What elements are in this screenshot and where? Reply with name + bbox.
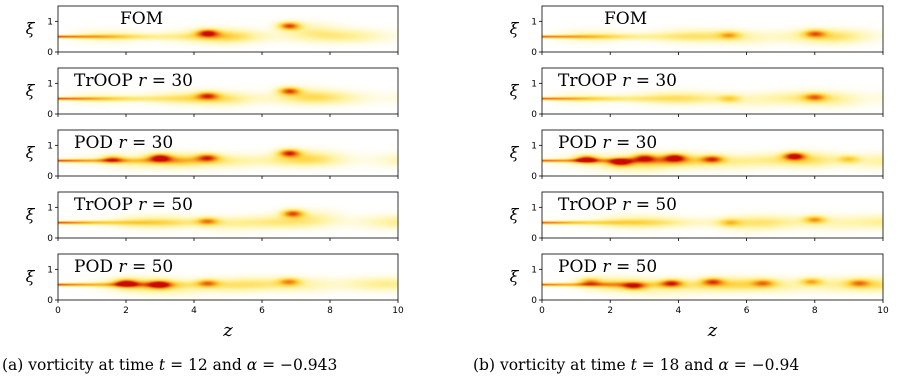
y-tick-label: 0 xyxy=(531,48,537,58)
vorticity-field xyxy=(542,130,883,176)
y-axis-label: ξ xyxy=(26,143,36,162)
vorticity-field xyxy=(58,192,398,238)
panel-b-4: 0 1 ξ TrOOP 𝑟 = 50 xyxy=(510,191,884,244)
y-tick-label: 0 xyxy=(47,48,53,58)
caption-b-time-value: = 18 xyxy=(641,356,680,374)
y-tick-label: 1 xyxy=(47,265,53,275)
y-tick-label: 1 xyxy=(47,141,53,151)
caption-b-prefix: (b) vorticity at time xyxy=(473,356,631,374)
x-tick-label: 4 xyxy=(676,306,682,316)
y-tick-label: 0 xyxy=(531,110,537,120)
y-tick-label: 1 xyxy=(531,203,537,213)
y-axis-label: ξ xyxy=(510,205,520,224)
caption-a-time-symbol: t xyxy=(158,356,166,374)
axes-frame xyxy=(541,191,884,239)
panel-title: TrOOP 𝑟 = 30 xyxy=(558,71,677,91)
axes-frame xyxy=(541,67,884,115)
panel-title: TrOOP 𝑟 = 30 xyxy=(74,71,193,91)
panel-a-5: 010 2 4 6 8 10ξ POD 𝑟 = 50 xyxy=(26,253,404,316)
x-tick-label: 10 xyxy=(877,306,889,316)
y-axis-label: ξ xyxy=(510,19,520,38)
x-tick-label: 6 xyxy=(259,306,265,316)
caption-b-time-symbol: t xyxy=(630,356,637,374)
x-tick-label: 0 xyxy=(55,306,61,316)
panel-a-1: 0 1 ξ FOM xyxy=(26,5,399,58)
y-tick-label: 1 xyxy=(531,17,537,27)
vorticity-field xyxy=(542,6,883,52)
panel-b-1: 0 1 ξ FOM xyxy=(510,5,884,58)
x-axis-label: z xyxy=(222,320,233,341)
axes-frame xyxy=(57,191,399,239)
y-axis-label: ξ xyxy=(510,267,520,286)
panel-title: TrOOP 𝑟 = 50 xyxy=(558,195,677,215)
axes-frame xyxy=(541,253,884,301)
vorticity-field xyxy=(58,130,398,176)
caption-b-alpha-value: = −0.94 xyxy=(733,356,800,374)
y-axis-label: ξ xyxy=(26,205,36,224)
panel-b-2: 0 1 ξ TrOOP 𝑟 = 30 xyxy=(510,67,884,120)
axes-frame xyxy=(57,129,399,177)
caption-b: (b) vorticity at time t = 18 and α = −0.… xyxy=(473,356,799,374)
panel-b-5: 010 2 4 6 8 10ξ POD 𝑟 = 50 xyxy=(510,253,889,316)
vorticity-field xyxy=(542,192,883,238)
panel-title: POD 𝑟 = 30 xyxy=(558,133,657,153)
caption-b-conj: and xyxy=(679,356,719,374)
x-tick-label: 6 xyxy=(744,306,750,316)
axes-frame xyxy=(57,253,399,301)
axes-frame xyxy=(57,67,399,115)
x-tick-label: 8 xyxy=(812,306,818,316)
y-tick-label: 0 xyxy=(47,296,53,306)
vorticity-field xyxy=(542,68,883,114)
vorticity-field xyxy=(58,6,398,52)
x-tick-label: 10 xyxy=(392,306,404,316)
panel-title: POD 𝑟 = 50 xyxy=(74,257,173,277)
axes-frame xyxy=(541,129,884,177)
y-tick-label: 0 xyxy=(47,234,53,244)
y-tick-label: 1 xyxy=(47,17,53,27)
panel-title: FOM xyxy=(604,9,647,29)
caption-a-conj: and xyxy=(207,356,247,374)
x-tick-label: 0 xyxy=(539,306,545,316)
panel-a-2: 0 1 ξ TrOOP 𝑟 = 30 xyxy=(26,67,399,120)
panel-title: POD 𝑟 = 30 xyxy=(74,133,173,153)
x-tick-label: 2 xyxy=(607,306,613,316)
x-tick-label: 2 xyxy=(123,306,129,316)
caption-a-alpha-value: = −0.943 xyxy=(262,356,338,374)
caption-b-alpha-symbol: α xyxy=(718,356,729,374)
panel-b-3: 0 1 ξ POD 𝑟 = 30 xyxy=(510,129,884,182)
y-tick-label: 1 xyxy=(47,203,53,213)
y-axis-label: ξ xyxy=(26,81,36,100)
panel-title: TrOOP 𝑟 = 50 xyxy=(74,195,193,215)
panel-title: POD 𝑟 = 50 xyxy=(558,257,657,277)
y-tick-label: 1 xyxy=(47,79,53,89)
vorticity-field xyxy=(542,254,883,300)
y-tick-label: 0 xyxy=(47,172,53,182)
y-tick-label: 0 xyxy=(531,234,537,244)
y-axis-label: ξ xyxy=(26,19,36,38)
y-tick-label: 0 xyxy=(531,296,537,306)
x-tick-label: 4 xyxy=(191,306,197,316)
vorticity-field xyxy=(58,254,398,300)
caption-a-prefix: (a) vorticity at time xyxy=(2,356,159,374)
axes-frame xyxy=(541,5,884,53)
x-tick-label: 8 xyxy=(327,306,333,316)
vorticity-field xyxy=(58,68,398,114)
caption-a-alpha-symbol: α xyxy=(246,356,258,374)
y-tick-label: 0 xyxy=(531,172,537,182)
panel-a-3: 0 1 ξ POD 𝑟 = 30 xyxy=(26,129,399,182)
x-axis-label: z xyxy=(707,320,718,341)
caption-a: (a) vorticity at time t = 12 and α = −0.… xyxy=(2,356,337,374)
y-tick-label: 1 xyxy=(531,141,537,151)
caption-a-time-value: = 12 xyxy=(170,356,208,374)
y-tick-label: 1 xyxy=(531,265,537,275)
panel-title: FOM xyxy=(120,9,163,29)
y-axis-label: ξ xyxy=(510,81,520,100)
y-axis-label: ξ xyxy=(510,143,520,162)
y-tick-label: 0 xyxy=(47,110,53,120)
y-tick-label: 1 xyxy=(531,79,537,89)
panel-a-4: 0 1 ξ TrOOP 𝑟 = 50 xyxy=(26,191,399,244)
y-axis-label: ξ xyxy=(26,267,36,286)
axes-frame xyxy=(57,5,399,53)
figure-canvas: 0 1 ξ FOM 0 1 ξ TrOOP 𝑟 = 30 0 1 ξ POD 𝑟 = 30 0 1 ξ TrO… xyxy=(26,5,889,341)
